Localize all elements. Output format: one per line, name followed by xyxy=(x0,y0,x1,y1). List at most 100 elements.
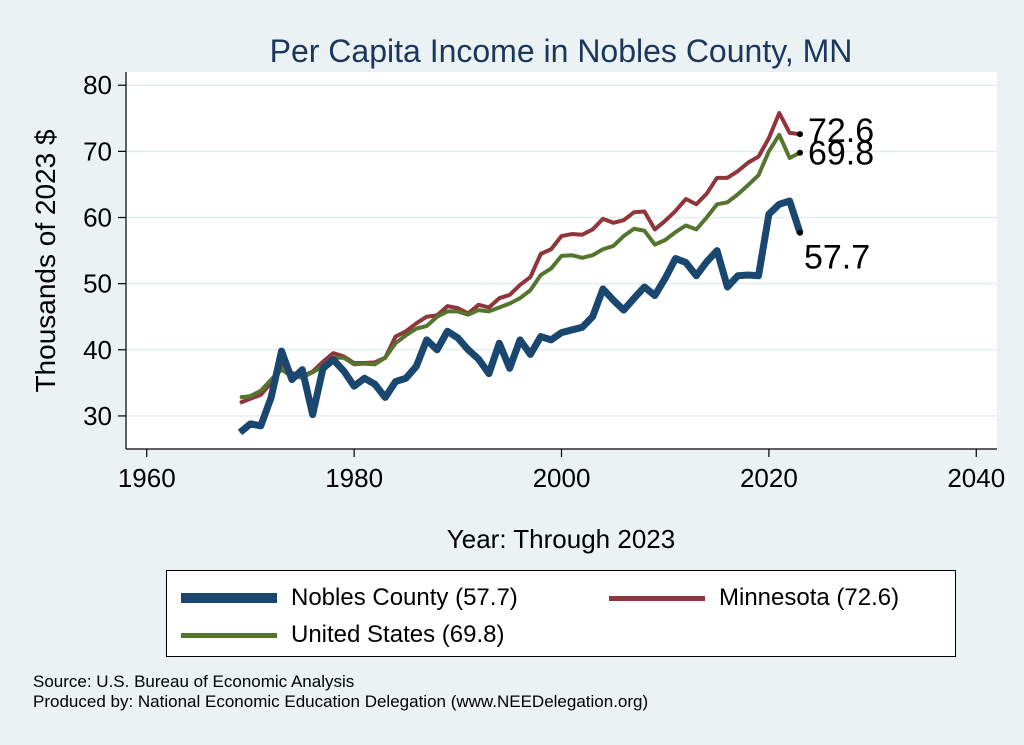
data-point xyxy=(332,352,334,354)
data-point xyxy=(529,289,531,291)
data-point xyxy=(747,274,749,276)
data-point xyxy=(561,332,562,334)
data-point xyxy=(415,365,417,367)
data-point xyxy=(592,254,594,256)
data-point xyxy=(322,367,324,369)
x-tick-label: 1960 xyxy=(118,463,176,493)
data-point xyxy=(685,224,687,226)
data-point xyxy=(550,248,552,250)
data-point xyxy=(789,157,791,159)
y-tick-label: 40 xyxy=(83,335,112,365)
data-point xyxy=(239,402,241,404)
data-point xyxy=(612,222,614,224)
x-tick-label: 2000 xyxy=(533,463,591,493)
data-point xyxy=(249,423,251,425)
data-point xyxy=(291,379,293,381)
data-point xyxy=(478,309,480,311)
data-point xyxy=(664,277,666,279)
data-point xyxy=(426,325,428,327)
source-note: Source: U.S. Bureau of Economic Analysis… xyxy=(33,672,648,712)
y-axis-label: Thousands of 2023 $ xyxy=(30,129,61,393)
data-point xyxy=(768,150,770,152)
data-point xyxy=(260,394,262,396)
data-point xyxy=(633,228,635,230)
data-point xyxy=(239,396,241,398)
data-point xyxy=(415,322,417,324)
data-point xyxy=(602,248,604,250)
data-point xyxy=(343,370,345,372)
data-point xyxy=(695,275,697,277)
end-labels: 57.7 72.669.8 xyxy=(796,112,874,277)
data-point xyxy=(415,328,417,330)
data-point xyxy=(467,349,469,351)
y-tick-label: 80 xyxy=(83,70,112,100)
data-point xyxy=(726,201,728,203)
data-point xyxy=(737,275,739,277)
data-point xyxy=(519,339,521,341)
data-point xyxy=(654,228,656,230)
data-point xyxy=(664,220,666,222)
data-point xyxy=(602,218,604,220)
data-point xyxy=(498,297,500,299)
data-point xyxy=(405,377,407,379)
data-point xyxy=(395,336,397,338)
data-point xyxy=(716,203,718,205)
data-point xyxy=(509,302,511,304)
data-point xyxy=(457,307,459,309)
chart-title: Per Capita Income in Nobles County, MN xyxy=(270,33,853,69)
data-point xyxy=(675,258,677,260)
data-point xyxy=(789,132,791,134)
data-point xyxy=(716,177,718,179)
data-point xyxy=(529,276,531,278)
data-point xyxy=(446,330,448,332)
data-point xyxy=(571,254,573,256)
data-point xyxy=(540,253,542,255)
data-point xyxy=(395,381,397,383)
data-point xyxy=(374,363,376,365)
series-layer xyxy=(237,111,804,436)
end-marker xyxy=(796,229,803,236)
legend-label-nobles: Nobles County (57.7) xyxy=(291,584,518,611)
data-point xyxy=(509,294,511,296)
data-point xyxy=(685,198,687,200)
data-point xyxy=(457,310,459,312)
data-point xyxy=(519,284,521,286)
data-point xyxy=(249,395,251,397)
data-point xyxy=(488,373,490,375)
data-point xyxy=(592,316,594,318)
data-point xyxy=(571,329,573,331)
data-point xyxy=(312,371,314,373)
data-point xyxy=(270,396,272,398)
produced-by-line: Produced by: National Economic Education… xyxy=(33,692,649,711)
data-point xyxy=(488,306,490,308)
data-point xyxy=(281,350,283,352)
data-point xyxy=(612,245,614,247)
data-point xyxy=(706,217,708,219)
data-point xyxy=(726,177,728,179)
data-point xyxy=(612,299,614,301)
data-point xyxy=(322,361,324,363)
legend-label-united-states: United States (69.8) xyxy=(291,621,505,648)
data-point xyxy=(685,261,687,263)
data-point xyxy=(353,385,355,387)
data-point xyxy=(519,297,521,299)
data-point xyxy=(675,210,677,212)
data-point xyxy=(778,134,780,136)
data-point xyxy=(623,219,625,221)
data-point xyxy=(758,275,760,277)
data-point xyxy=(374,383,376,385)
data-point xyxy=(654,244,656,246)
legend: Nobles County (57.7) Minnesota (72.6) Un… xyxy=(166,570,956,657)
x-axis-label: Year: Through 2023 xyxy=(447,524,675,554)
data-point xyxy=(789,200,791,202)
data-point xyxy=(737,193,739,195)
data-point xyxy=(457,337,459,339)
data-point xyxy=(405,334,407,336)
data-point xyxy=(581,257,583,259)
data-point xyxy=(768,137,770,139)
end-marker xyxy=(796,131,803,138)
data-point xyxy=(363,363,365,365)
data-point xyxy=(675,231,677,233)
data-point xyxy=(758,174,760,176)
data-point xyxy=(353,363,355,365)
